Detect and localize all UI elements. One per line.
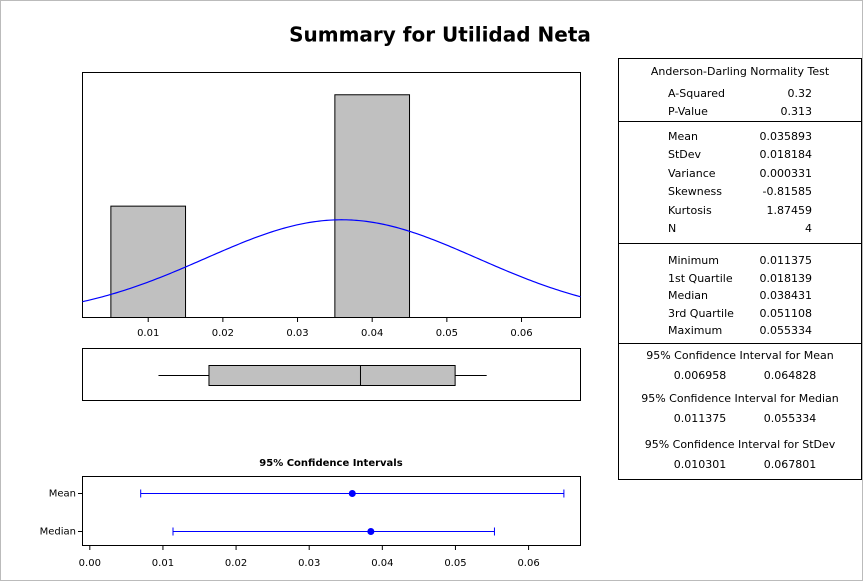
stat-label: Kurtosis [668,204,712,217]
panel-heading: Anderson-Darling Normality Test [651,65,830,78]
histogram-frame [82,72,581,318]
x-tick-label: 0.06 [510,328,532,339]
stat-value: 0.051108 [760,307,813,320]
stat-label: P-Value [668,105,708,118]
interval-value: 0.067801 [764,458,817,471]
x-tick-label: 0.04 [371,558,393,569]
x-tick-label: 0.01 [152,558,174,569]
stat-label: Median [668,289,708,302]
x-tick-label: 0.00 [79,558,101,569]
stat-value: -0.81585 [763,185,812,198]
stat-value: 0.055334 [760,324,813,337]
stat-label: Maximum [668,324,722,337]
y-tick-label: Mean [49,489,76,500]
x-tick-label: 0.06 [517,558,539,569]
main-title: Summary for Utilidad Neta [289,23,591,47]
stat-value: 0.000331 [760,167,813,180]
stat-value: 0.313 [781,105,813,118]
interval-value: 0.010301 [674,458,727,471]
interval-heading: 95% Confidence Interval for Median [641,392,839,405]
x-tick-label: 0.03 [298,558,320,569]
stat-label: StDev [668,148,702,161]
interval-frame [82,476,581,546]
x-tick-label: 0.02 [212,328,234,339]
y-tick-label: Median [40,527,76,538]
x-tick-label: 0.02 [225,558,247,569]
x-tick-label: 0.03 [286,328,308,339]
x-tick-label: 0.04 [361,328,383,339]
stat-value: 0.038431 [760,289,813,302]
interval-value: 0.006958 [674,369,727,382]
interval-point [348,490,356,497]
stat-label: Minimum [668,254,719,267]
stat-label: Skewness [668,185,722,198]
interval-value: 0.055334 [764,412,817,425]
interval-heading: 95% Confidence Interval for StDev [645,438,836,451]
stat-value: 4 [805,222,812,235]
stat-label: N [668,222,676,235]
interval-value: 0.011375 [674,412,727,425]
interval-point [367,528,375,535]
normal-curve [82,219,581,303]
interval-value: 0.064828 [764,369,817,382]
x-tick-label: 0.05 [436,328,458,339]
stat-label: Variance [668,167,716,180]
histogram-bar [334,94,411,319]
boxplot-frame [82,348,581,401]
stat-value: 0.018139 [760,272,813,285]
stats-panel [618,58,862,480]
stat-value: 1.87459 [767,204,813,217]
stat-label: 3rd Quartile [668,307,734,320]
stat-label: 1st Quartile [668,272,733,285]
interval-heading: 95% Confidence Interval for Mean [646,349,834,362]
interval-title: 95% Confidence Intervals [259,458,402,469]
stat-value: 0.035893 [760,130,813,143]
x-tick-label: 0.01 [137,328,159,339]
histogram-bar [110,205,187,319]
x-tick-label: 0.05 [444,558,466,569]
stat-value: 0.011375 [760,254,813,267]
stat-value: 0.018184 [760,148,813,161]
stat-value: 0.32 [788,87,813,100]
stat-label: A-Squared [668,87,725,100]
box [208,365,456,386]
stat-label: Mean [668,130,698,143]
